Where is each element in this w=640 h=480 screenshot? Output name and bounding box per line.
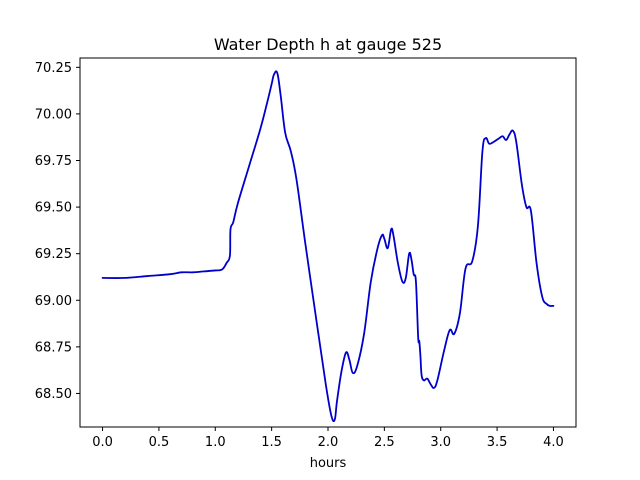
y-tick-label: 69.00	[35, 294, 72, 309]
y-axis-ticks: 68.50 68.75 69.00 69.25 69.50 69.75 70.00 70.25	[35, 61, 80, 402]
y-tick-label: 68.50	[35, 387, 72, 402]
y-tick-label: 69.50	[35, 201, 72, 216]
x-tick-label: 2.5	[374, 435, 395, 450]
series-line-water-depth	[101, 70, 555, 423]
x-tick-label: 1.5	[261, 435, 282, 450]
plot-area-frame	[79, 57, 577, 428]
y-tick-label: 68.75	[35, 340, 72, 355]
x-axis-ticks: 0.0 0.5 1.0 1.5 2.0 2.5 3.0 3.5 4.0	[92, 427, 564, 450]
x-tick-label: 0.0	[92, 435, 113, 450]
x-axis-label: hours	[310, 456, 347, 471]
x-tick-label: 3.0	[430, 435, 451, 450]
x-tick-label: 3.5	[487, 435, 508, 450]
y-tick-label: 70.25	[35, 61, 72, 76]
x-tick-label: 4.0	[543, 435, 564, 450]
x-tick-label: 2.0	[318, 435, 339, 450]
y-tick-label: 70.00	[35, 107, 72, 122]
chart-title: Water Depth h at gauge 525	[214, 35, 442, 54]
x-tick-label: 0.5	[149, 435, 170, 450]
x-tick-label: 1.0	[205, 435, 226, 450]
y-tick-label: 69.25	[35, 247, 72, 262]
y-tick-label: 69.75	[35, 154, 72, 169]
